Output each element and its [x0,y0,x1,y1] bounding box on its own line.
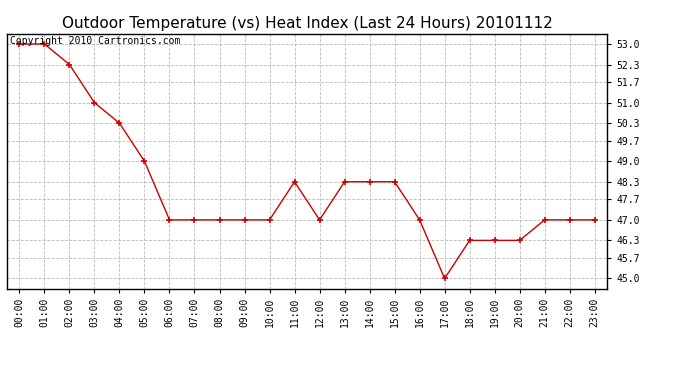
Text: Copyright 2010 Cartronics.com: Copyright 2010 Cartronics.com [10,36,180,46]
Title: Outdoor Temperature (vs) Heat Index (Last 24 Hours) 20101112: Outdoor Temperature (vs) Heat Index (Las… [61,16,553,31]
